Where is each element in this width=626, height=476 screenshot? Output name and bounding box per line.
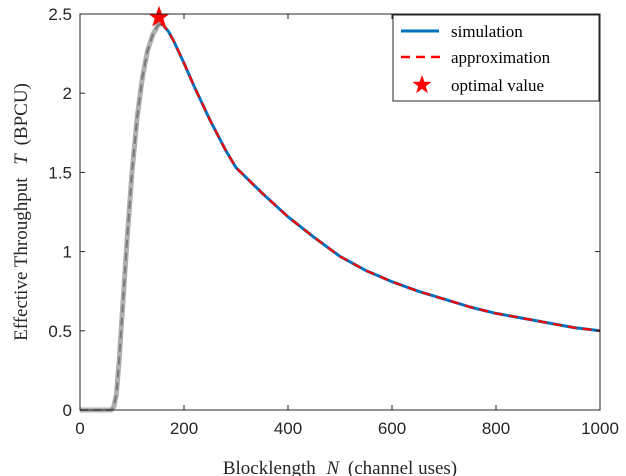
legend-box bbox=[392, 14, 600, 102]
x-tick-label: 200 bbox=[170, 419, 198, 438]
x-tick-label: 0 bbox=[75, 419, 84, 438]
legend-label: optimal value bbox=[451, 76, 544, 95]
x-tick-label: 600 bbox=[378, 419, 406, 438]
x-tick-label: 1000 bbox=[581, 419, 619, 438]
x-tick-label: 800 bbox=[482, 419, 510, 438]
legend-label: approximation bbox=[451, 48, 551, 67]
legend-label: simulation bbox=[451, 22, 523, 41]
legend-star-icon bbox=[412, 75, 432, 94]
x-tick-label: 400 bbox=[274, 419, 302, 438]
y-tick-label: 2 bbox=[63, 84, 72, 103]
infeasible-dash-line bbox=[80, 22, 162, 411]
y-tick-label: 0 bbox=[63, 401, 72, 420]
y-axis-title: Effective Throughput T (BPCU) bbox=[11, 83, 32, 341]
series-layer bbox=[80, 5, 601, 413]
ticks-layer: 0 200 400 600 800 1000 0 0.5 1 1.5 2 2.5 bbox=[48, 5, 619, 438]
plot-frame bbox=[79, 13, 601, 411]
legend: simulation approximation optimal value bbox=[392, 14, 600, 102]
y-tick-label: 0.5 bbox=[48, 322, 72, 341]
y-tick-label: 1 bbox=[63, 243, 72, 262]
y-tick-label: 2.5 bbox=[48, 5, 72, 24]
x-axis-title: Blocklength N (channel uses) bbox=[223, 458, 457, 476]
y-tick-label: 1.5 bbox=[48, 163, 72, 182]
approximation-line bbox=[160, 22, 601, 332]
